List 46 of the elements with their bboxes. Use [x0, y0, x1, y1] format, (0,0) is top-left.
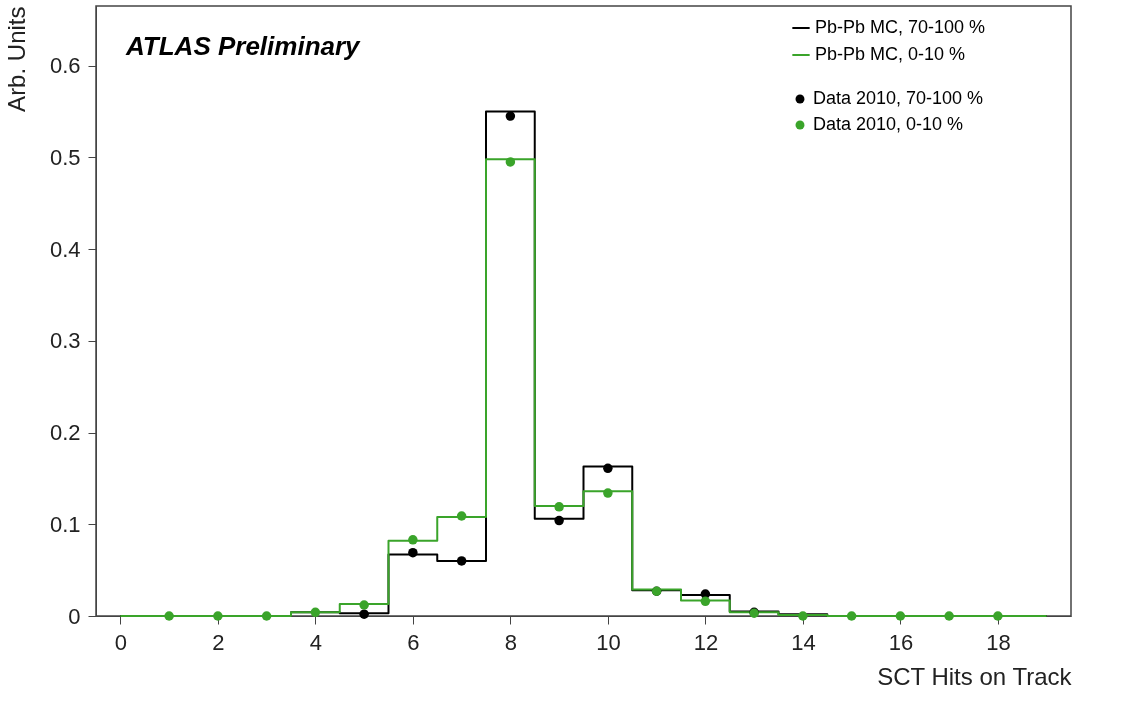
point — [846, 611, 857, 621]
y-tick-label: 0.5 — [49, 144, 81, 170]
y-axis-title: Arb. Units — [2, 6, 30, 112]
point — [895, 611, 906, 621]
point — [456, 556, 467, 566]
x-tick-label: 2 — [212, 629, 225, 655]
point — [944, 611, 954, 621]
legend-label: Pb-Pb MC, 0-10 % — [815, 44, 966, 64]
point — [505, 157, 516, 167]
point — [456, 511, 467, 521]
x-tick-label: 10 — [596, 629, 621, 655]
point — [408, 547, 418, 558]
y-tick-label: 0.1 — [49, 511, 81, 537]
point — [603, 488, 613, 498]
point — [359, 609, 369, 619]
point — [213, 611, 223, 621]
x-tick-label: 4 — [309, 629, 322, 655]
y-tick-label: 0.2 — [49, 420, 81, 446]
x-tick-label: 6 — [407, 629, 420, 655]
x-tick-label: 0 — [114, 629, 127, 655]
point — [408, 535, 418, 545]
y-tick-label: 0.6 — [49, 53, 81, 79]
y-tick-label: 0.3 — [49, 328, 81, 354]
x-tick-label: 16 — [888, 629, 914, 655]
x-axis-title: SCT Hits on Track — [877, 662, 1073, 690]
y-tick-label: 0.4 — [49, 236, 81, 262]
legend-label: Data 2010, 0-10 % — [813, 114, 964, 134]
x-tick-label: 14 — [791, 629, 816, 655]
point — [310, 607, 321, 618]
x-tick-label: 12 — [693, 629, 719, 655]
legend-label: Pb-Pb MC, 70-100 % — [815, 17, 986, 37]
point — [261, 611, 272, 621]
x-tick-label: 18 — [986, 629, 1011, 655]
point — [359, 600, 369, 610]
point — [554, 515, 564, 526]
x-tick-label: 8 — [504, 629, 517, 655]
point — [554, 502, 564, 512]
point — [505, 111, 516, 121]
annotation: ATLAS Preliminary — [125, 31, 362, 61]
point — [603, 463, 613, 474]
y-tick-label: 0 — [68, 603, 81, 629]
point — [164, 611, 174, 621]
point — [798, 611, 808, 621]
point — [993, 611, 1003, 621]
point — [700, 596, 711, 607]
legend-label: Data 2010, 70-100 % — [813, 88, 984, 108]
